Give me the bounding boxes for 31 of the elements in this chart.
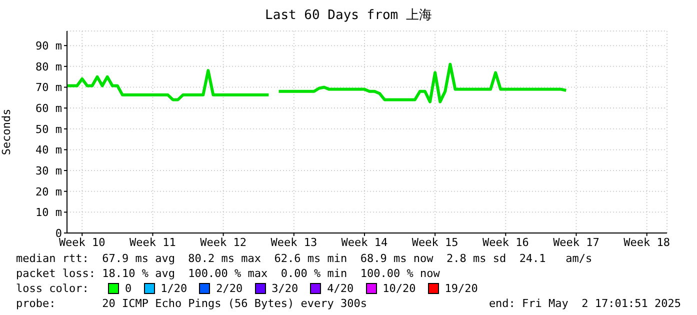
y-tick-label: 80 m bbox=[36, 60, 62, 74]
x-tick-label: Week 18 bbox=[624, 236, 670, 249]
text: 0 bbox=[125, 281, 132, 296]
x-tick-label: Week 12 bbox=[200, 236, 246, 249]
x-tick-label: Week 14 bbox=[341, 236, 388, 249]
y-tick-label: 40 m bbox=[36, 144, 62, 157]
text: 3/20 bbox=[272, 281, 298, 296]
text: probe: 20 ICMP Echo Pings (56 Bytes) every 300s bbox=[16, 296, 367, 311]
x-tick-label: Week 11 bbox=[130, 236, 176, 249]
y-tick-label: 90 m bbox=[36, 39, 62, 52]
y-tick-label: 20 m bbox=[36, 185, 62, 198]
x-tick-label: Week 15 bbox=[412, 236, 458, 249]
y-axis-title: Seconds bbox=[0, 108, 13, 156]
text: 4/20 bbox=[327, 281, 354, 296]
x-tick-label: Week 13 bbox=[270, 236, 318, 249]
y-tick-label: 50 m bbox=[36, 122, 62, 136]
text: packet loss: 18.10 % avg 100.00 % max 0.00 % min 100.00 % now bbox=[16, 266, 441, 281]
y-tick-label: 60 m bbox=[36, 102, 62, 115]
text: 2/20 bbox=[216, 281, 243, 296]
chart-title: Last 60 Days from 上海 bbox=[264, 7, 433, 24]
text: median rtt: 67.9 ms avg 80.2 ms max 62.6 ms min 68.9 ms now 2.8 ms sd 24.1 am/s bbox=[16, 251, 594, 266]
x-tick-label: Week 16 bbox=[482, 236, 529, 249]
text: 10/20 bbox=[382, 281, 416, 296]
text: 1/20 bbox=[160, 281, 188, 296]
y-tick-label: 10 m bbox=[36, 206, 62, 220]
text: loss color: bbox=[16, 281, 90, 296]
y-tick-label: 30 m bbox=[36, 164, 62, 178]
text: 19/20 bbox=[444, 281, 478, 296]
y-tick-label: 70 m bbox=[36, 81, 62, 94]
text: end: Fri May 2 17:01:51 2025 bbox=[488, 296, 681, 311]
x-tick-label: Week 17 bbox=[553, 236, 600, 249]
